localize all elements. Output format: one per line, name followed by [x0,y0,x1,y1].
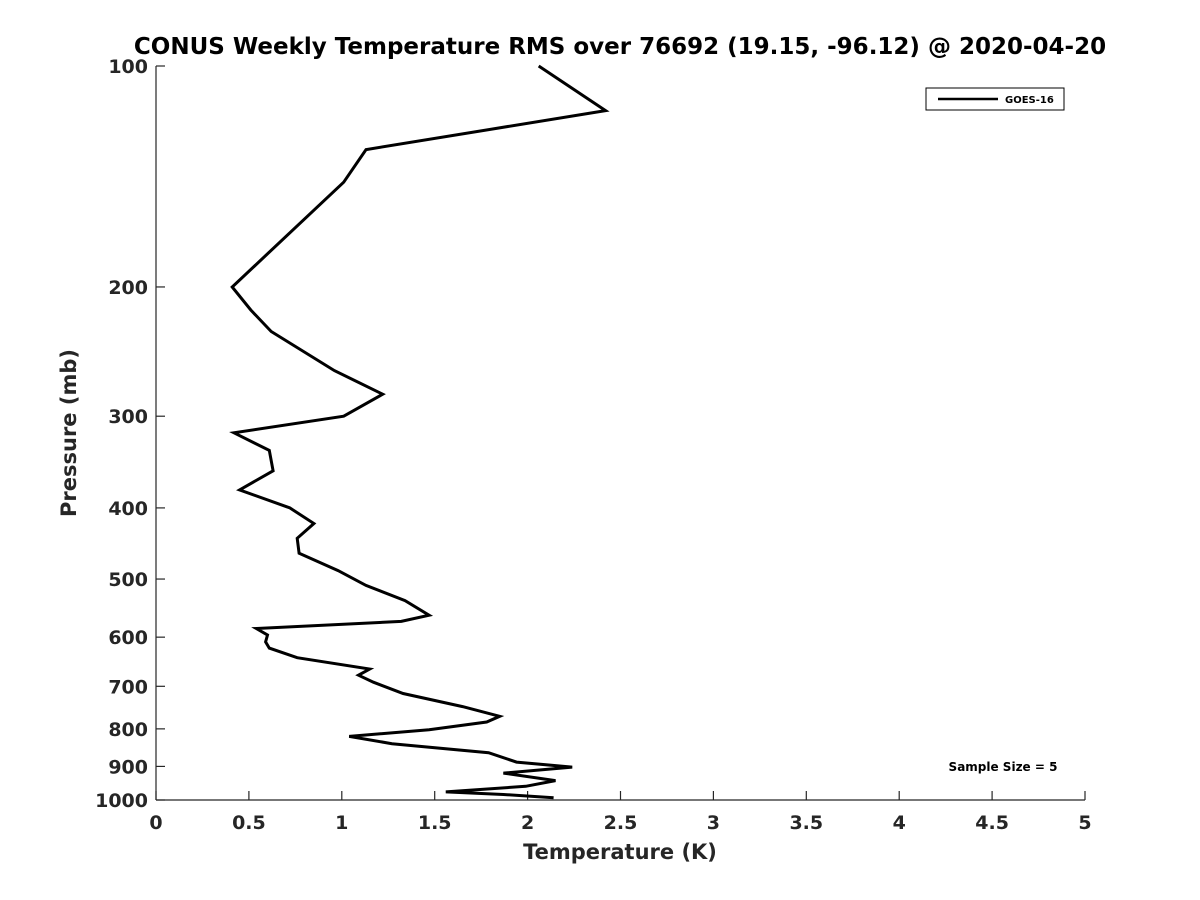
x-tick-label: 0 [149,812,162,834]
y-tick-label: 900 [108,756,148,778]
sample-size-annotation: Sample Size = 5 [949,760,1058,774]
x-tick-label: 3 [707,812,720,834]
y-tick-label: 600 [108,627,148,649]
y-axis-label: Pressure (mb) [57,349,81,517]
x-tick-label: 1.5 [418,812,452,834]
y-tick-label: 400 [108,498,148,520]
x-tick-label: 4.5 [975,812,1009,834]
y-tick-label: 200 [108,277,148,299]
x-tick-label: 4 [893,812,906,834]
x-tick-label: 2 [521,812,534,834]
series-line-goes-16 [229,64,610,800]
y-tick-label: 700 [108,676,148,698]
x-tick-label: 3.5 [789,812,823,834]
y-tick-label: 100 [108,56,148,78]
x-tick-label: 5 [1078,812,1091,834]
x-tick-label: 2.5 [604,812,638,834]
y-tick-label: 500 [108,569,148,591]
x-tick-label: 1 [335,812,348,834]
chart-title: CONUS Weekly Temperature RMS over 76692 … [134,34,1106,60]
legend: GOES-16 [925,87,1065,111]
x-ticks: 0 0.5 1 1.5 2 2.5 3 3.5 4 4.5 5 [149,791,1092,834]
y-tick-label: 1000 [95,790,148,812]
x-tick-label: 0.5 [232,812,266,834]
y-ticks: 100 200 300 400 500 600 700 800 900 1000 [95,56,165,812]
y-tick-label: 300 [108,406,148,428]
series-layer [229,64,610,800]
x-axis-label: Temperature (K) [523,840,717,864]
y-tick-label: 800 [108,719,148,741]
legend-label-goes-16: GOES-16 [1005,95,1054,106]
